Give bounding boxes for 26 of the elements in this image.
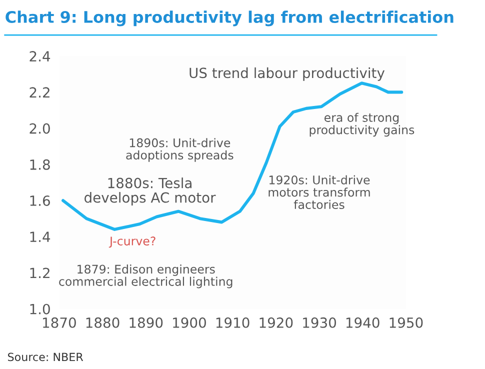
- x-tick-label: 1950: [390, 317, 423, 328]
- y-tick-label: 2.2: [30, 87, 50, 98]
- source-note: Source: NBER: [8, 352, 84, 362]
- x-tick-label: 1940: [346, 317, 380, 328]
- x-tick-label: 1900: [173, 317, 206, 328]
- x-tick-label: 1890: [130, 317, 163, 328]
- annotation: US trend labour productivity: [190, 67, 385, 81]
- y-tick-label: 1.2: [30, 268, 50, 278]
- y-tick-label: 1.8: [30, 159, 50, 170]
- y-tick-label: 1.0: [30, 304, 50, 314]
- x-tick-label: 1930: [303, 317, 336, 328]
- annotation: 1880s: Tesla develops AC motor: [84, 178, 216, 206]
- annotation: 1920s: Unit-drive motors transform factories: [268, 175, 370, 210]
- annotation: 1879: Edison engineers commercial electrical lighting: [59, 264, 232, 288]
- x-tick-label: 1920: [260, 317, 293, 328]
- x-tick-label: 1880: [86, 317, 120, 328]
- y-tick-label: 1.6: [30, 195, 50, 206]
- x-tick-label: 1910: [216, 317, 250, 328]
- y-tick-label: 2.0: [30, 123, 50, 134]
- chart-title: Chart 9: Long productivity lag from electrification: [6, 10, 454, 26]
- annotation: era of strong productivity gains: [310, 112, 414, 137]
- y-tick-label: 2.4: [30, 51, 50, 62]
- x-tick-label: 1870: [43, 317, 76, 328]
- annotation: 1890s: Unit-drive adoptions spreads: [126, 138, 234, 162]
- annotation: J-curve?: [108, 236, 156, 248]
- y-tick-label: 1.4: [30, 232, 50, 242]
